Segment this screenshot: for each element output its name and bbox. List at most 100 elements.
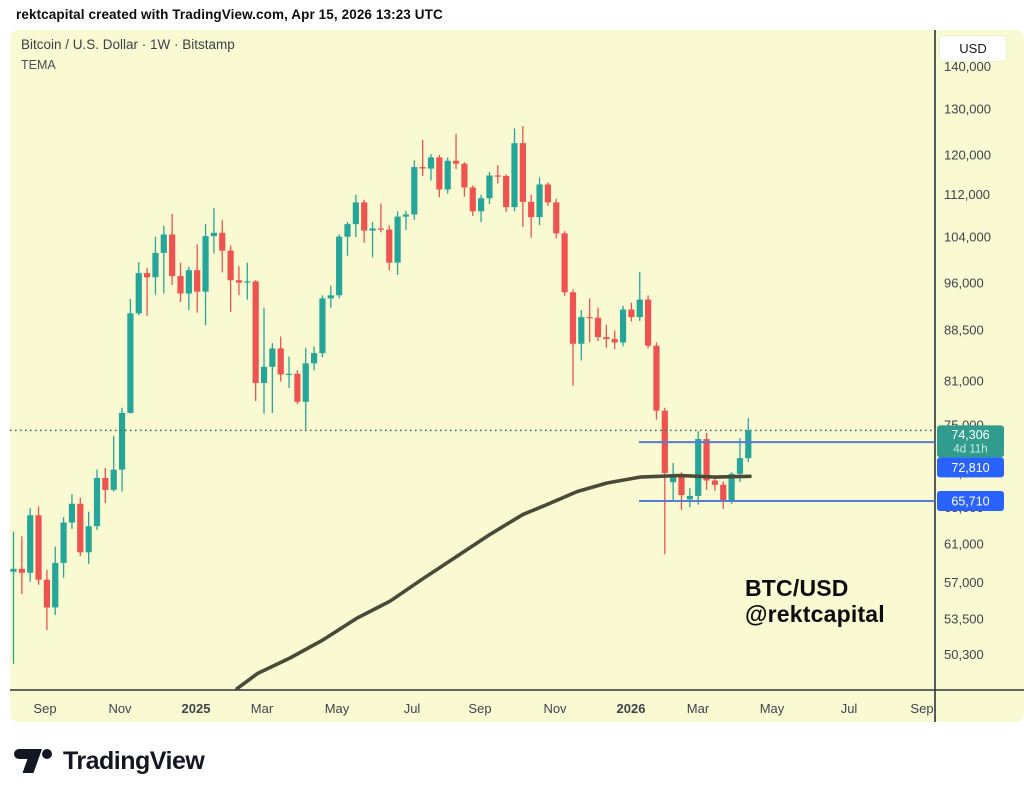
candle-body: [110, 469, 117, 490]
candle-body: [68, 503, 76, 523]
price-tick-label: 57,000: [944, 575, 984, 590]
candle-body: [311, 353, 318, 364]
candle-body: [728, 473, 735, 501]
candle-body: [135, 273, 142, 314]
candle-body: [160, 234, 167, 253]
time-tick-label: 2025: [182, 701, 211, 716]
time-tick-label: 2026: [617, 701, 646, 716]
candle-body: [603, 337, 610, 340]
time-tick-label: Mar: [251, 701, 274, 716]
candle-body: [102, 477, 109, 490]
time-tick-label: Jul: [841, 701, 858, 716]
candle-body: [503, 175, 510, 208]
candle-body: [35, 515, 42, 580]
price-badge-value: 74,306: [951, 428, 989, 442]
price-tick-label: 96,000: [944, 276, 984, 291]
candle-body: [93, 477, 101, 527]
time-tick-label: May: [325, 701, 350, 716]
candle-body: [461, 163, 468, 188]
candle-body: [344, 224, 351, 237]
candle-body: [511, 143, 518, 208]
candle-body: [528, 201, 535, 218]
candle-body: [720, 484, 727, 501]
candle-body: [85, 526, 92, 553]
attribution-text: rektcapital created with TradingView.com…: [16, 7, 443, 22]
price-level-badge: [937, 457, 1004, 478]
price-tick-label: 130,000: [944, 102, 991, 117]
candle-body: [127, 313, 134, 413]
price-badge-value: 72,810: [951, 461, 989, 475]
candle-body: [77, 503, 84, 553]
candle-body: [469, 187, 476, 212]
candle-body: [519, 143, 526, 202]
candle-body: [118, 412, 126, 470]
candle-body: [478, 198, 485, 212]
candle-body: [736, 458, 744, 474]
candle-body: [586, 317, 593, 319]
price-level-badge: [937, 491, 1004, 512]
price-tick-label: 112,000: [944, 187, 990, 202]
candle-body: [252, 281, 259, 383]
tradingview-logo-icon: [14, 749, 52, 773]
candle-body: [10, 568, 17, 572]
candle-body: [336, 236, 343, 296]
candle-body: [553, 202, 560, 234]
candle-body: [402, 214, 410, 217]
candle-body: [386, 229, 393, 263]
candle-body: [619, 309, 627, 343]
candle-body: [419, 167, 426, 169]
candle-body: [152, 252, 159, 278]
candle-body: [628, 309, 635, 318]
candle-body: [227, 250, 234, 281]
candle-body: [185, 270, 192, 294]
price-tick-label: 61,000: [944, 536, 984, 551]
candle-body: [43, 579, 50, 608]
candle-body: [678, 475, 685, 496]
time-tick-label: Mar: [687, 701, 710, 716]
chart-background: [10, 30, 1024, 722]
candle-body: [285, 373, 293, 375]
watermark-line-2: @rektcapital: [745, 601, 885, 627]
candle-body: [202, 236, 209, 292]
candle-body: [194, 270, 201, 292]
candle-body: [711, 480, 718, 485]
candle-body: [260, 366, 268, 383]
candle-body: [411, 167, 418, 215]
candle-body: [569, 292, 577, 344]
time-tick-label: Sep: [468, 701, 491, 716]
price-tick-label: 88,500: [944, 322, 984, 337]
candle-body: [452, 160, 460, 164]
candle-body: [636, 299, 643, 318]
candle-body: [436, 157, 443, 190]
candle-body: [210, 232, 217, 237]
candle-body: [352, 202, 359, 225]
symbol-title: Bitcoin / U.S. Dollar · 1W · Bitstamp: [21, 37, 235, 52]
candle-body: [361, 202, 368, 231]
candle-body: [302, 363, 309, 402]
time-tick-label: Nov: [108, 701, 132, 716]
indicator-label-tema: TEMA: [21, 58, 56, 72]
price-tick-label: 104,000: [944, 230, 991, 245]
candle-body: [177, 276, 184, 294]
last-price-badge: [937, 425, 1004, 458]
candle-body: [427, 157, 435, 169]
price-tick-label: 140,000: [944, 59, 991, 74]
candle-body: [703, 439, 710, 481]
candle-body: [18, 568, 25, 573]
time-tick-label: Sep: [33, 701, 56, 716]
tradingview-logo: TradingView: [14, 743, 205, 779]
candle-body: [561, 233, 568, 293]
candle-body: [394, 216, 401, 263]
candle-body: [377, 228, 384, 230]
candle-body: [235, 280, 243, 283]
currency-toggle-button[interactable]: USD: [940, 36, 1006, 61]
candle-body: [144, 273, 151, 278]
time-tick-label: May: [760, 701, 785, 716]
candle-body: [578, 317, 585, 344]
candle-body: [695, 439, 702, 496]
time-tick-label: Sep: [910, 701, 933, 716]
candle-body: [594, 317, 602, 338]
candle-body: [60, 522, 67, 563]
candle-body: [294, 373, 301, 402]
